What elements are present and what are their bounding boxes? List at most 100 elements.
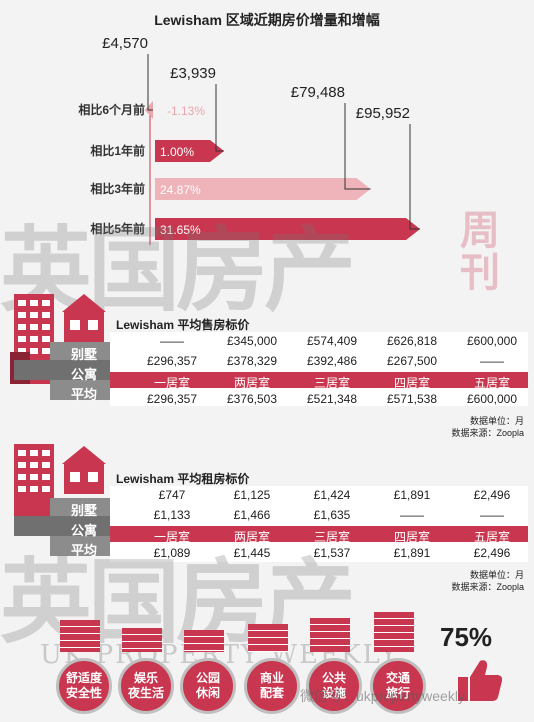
- rent-tag-average: 平均: [70, 543, 97, 558]
- rent-bedroom-header: 两居室: [233, 530, 270, 544]
- category-label: 相比3年前: [90, 181, 145, 196]
- rent-bedroom-header: 四居室: [393, 530, 430, 544]
- value-label: 1.00%: [160, 145, 194, 159]
- rent-average-cell: £1,445: [233, 546, 271, 560]
- rent-average-cell: £1,891: [393, 546, 431, 560]
- rent-detached-cell: £1,424: [313, 488, 351, 502]
- sale-average-cell: £600,000: [466, 392, 518, 406]
- growth-chart: 相比6个月前 -1.13% £4,570 相比1年前 1.00% £3,939 相比3年前 2…: [0, 0, 534, 250]
- bar-mark: [155, 140, 224, 162]
- rent-average-cell: £1,089: [153, 546, 191, 560]
- amenity-label-line2: 旅行: [385, 686, 410, 700]
- growth-chart-svg: 相比6个月前 -1.13% £4,570 相比1年前 1.00% £3,939 相比3年前 2…: [78, 35, 421, 245]
- sale-bedroom-header: 三居室: [313, 376, 350, 390]
- value-label: 24.87%: [160, 183, 201, 197]
- row-tags-rent: [10, 494, 110, 564]
- amenity-label-line1: 交通: [385, 671, 410, 685]
- amenities-strip: 舒适度 安全性 娱乐 夜生活 公园 休闲 商业 配套 公共 设施 交通 旅行: [0, 600, 534, 722]
- sale-detached-cell: £574,409: [306, 334, 358, 348]
- rent-flat-cell: £1,133: [153, 508, 191, 522]
- chart-title: Lewisham 区域近期房价增量和增幅: [154, 12, 380, 28]
- rent-bedroom-header: 一居室: [153, 530, 190, 544]
- callout-line: [409, 124, 421, 230]
- rent-bedroom-header: 三居室: [313, 530, 350, 544]
- sale-flat-cell: £378,329: [226, 354, 278, 368]
- amenity-label-line2: 配套: [259, 686, 284, 700]
- sale-bedroom-header: 四居室: [393, 376, 430, 390]
- category-label: 相比6个月前: [78, 102, 145, 117]
- amenity-label-line1: 公共: [321, 671, 346, 685]
- sale-table-title: Lewisham 平均售房标价: [116, 318, 250, 332]
- amenity-label-line1: 商业: [259, 671, 284, 685]
- amenity-score-column: [310, 618, 350, 652]
- sale-tag-average: 平均: [70, 387, 97, 402]
- rent-average-cell: £1,537: [313, 546, 351, 560]
- sale-flat-cell: ——: [480, 354, 504, 368]
- sale-detached-cell: £345,000: [226, 334, 278, 348]
- rent-table-title: Lewisham 平均租房标价: [116, 472, 250, 486]
- bar-mark: [155, 218, 421, 240]
- sale-average-cell: £296,357: [146, 392, 198, 406]
- sale-average-cell: £571,538: [386, 392, 438, 406]
- amenity-label-line1: 娱乐: [133, 671, 158, 685]
- callout-line: [344, 103, 371, 190]
- watermark-brand: 英国房产: [0, 216, 356, 324]
- category-label: 相比1年前: [90, 143, 145, 158]
- sale-table: [110, 332, 528, 406]
- rent-flat-cell: £1,466: [233, 508, 271, 522]
- sale-detached-cell: £600,000: [466, 334, 518, 348]
- category-label: 相比5年前: [90, 221, 145, 236]
- amount-label: £3,939: [170, 65, 216, 82]
- amount-label: £79,488: [291, 84, 345, 101]
- callout-line: [215, 84, 224, 152]
- amenity-score-column: [122, 628, 162, 652]
- sale-flat-cell: £392,486: [306, 354, 358, 368]
- rent-bedroom-band: [110, 526, 528, 542]
- sale-detached-cell: ——: [160, 334, 184, 348]
- rent-source-note: 数据来源：Zoopla: [451, 582, 524, 592]
- sale-average-cell: £376,503: [226, 392, 278, 406]
- value-label: -1.13%: [167, 104, 205, 118]
- sale-tag-flat: 公寓: [70, 367, 97, 382]
- sale-detached-cell: £626,818: [386, 334, 438, 348]
- sale-bedroom-header: 五居室: [473, 376, 510, 390]
- amenity-score-column: [374, 612, 414, 652]
- value-label: 31.65%: [160, 223, 201, 237]
- rent-unit-note: 数据单位：月: [469, 570, 524, 580]
- amenity-score-column: [184, 630, 224, 652]
- amenity-label-line2: 休闲: [195, 686, 220, 700]
- amenity-badge: 舒适度 安全性: [56, 658, 112, 714]
- callout-line: [147, 54, 153, 111]
- sale-flat-cell: £296,357: [146, 354, 198, 368]
- amenity-label-line2: 夜生活: [127, 686, 164, 700]
- rent-tag-flat: 公寓: [70, 523, 97, 538]
- rent-flat-cell: ——: [480, 508, 504, 522]
- amenity-label-line2: 设施: [321, 686, 346, 700]
- rent-average-cell: £2,496: [473, 546, 511, 560]
- bar-mark: [155, 178, 371, 200]
- rent-flat-cell: ——: [400, 508, 424, 522]
- sale-source-note: 数据来源：Zoopla: [451, 428, 524, 438]
- amenity-badge: 公园 休闲: [180, 658, 236, 714]
- amenity-badge: 商业 配套: [244, 658, 300, 714]
- rent-detached-cell: £1,125: [233, 488, 271, 502]
- rent-detached-cell: £2,496: [473, 488, 511, 502]
- rent-bedroom-header: 五居室: [473, 530, 510, 544]
- rent-detached-cell: £747: [158, 488, 186, 502]
- amenity-label-line1: 公园: [195, 671, 220, 685]
- rent-detached-cell: £1,891: [393, 488, 431, 502]
- amenity-score-column: [60, 620, 100, 652]
- rent-table: [110, 486, 528, 562]
- row-tags-sale: [10, 338, 110, 408]
- amenity-label-line1: 舒适度: [65, 671, 102, 685]
- sale-flat-cell: £267,500: [386, 354, 438, 368]
- amenity-badge: 娱乐 夜生活: [118, 658, 174, 714]
- rent-flat-cell: £1,635: [313, 508, 351, 522]
- rent-tag-detached: 别墅: [70, 503, 97, 518]
- amenity-score-column: [248, 624, 288, 652]
- watermark-wechat: 微信号：ukpropertyweekly: [300, 688, 465, 704]
- sale-unit-note: 数据单位：月: [469, 416, 524, 426]
- amount-label: £95,952: [356, 105, 410, 122]
- sale-average-cell: £521,348: [306, 392, 358, 406]
- sale-bedroom-header: 一居室: [153, 376, 190, 390]
